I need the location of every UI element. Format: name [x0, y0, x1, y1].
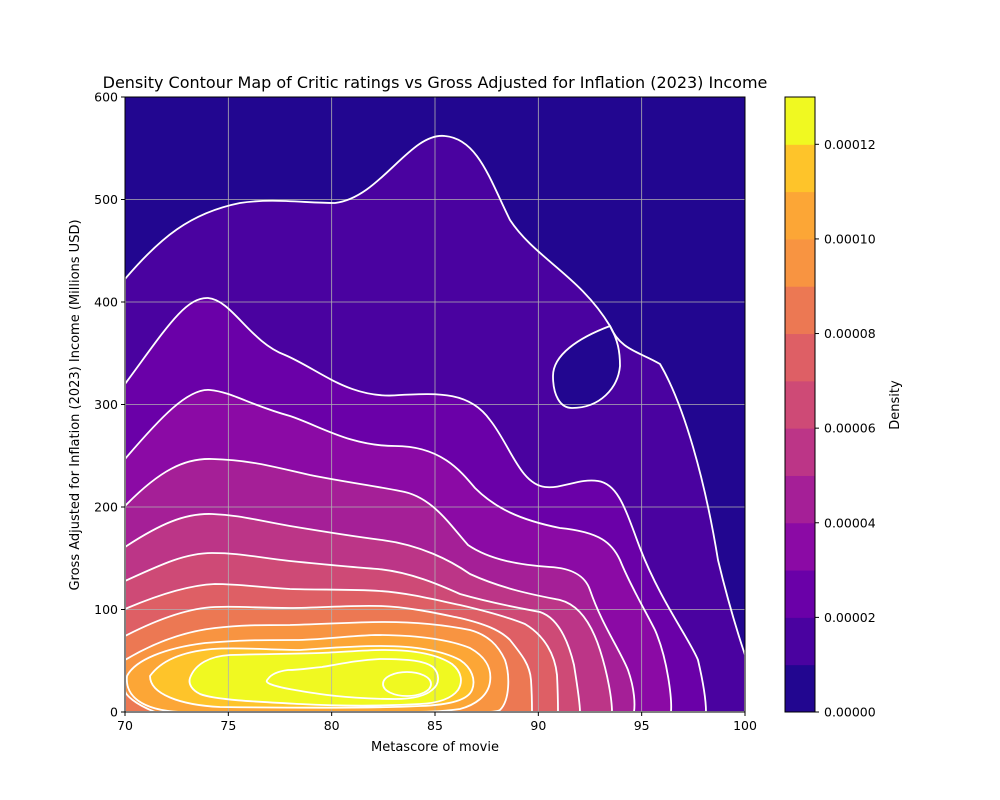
x-tick-label: 85	[427, 718, 443, 733]
colorbar-segment	[785, 475, 815, 524]
y-tick-label: 100	[94, 602, 118, 617]
contour-line-level-6	[125, 552, 581, 712]
x-tick-label: 95	[634, 718, 650, 733]
contour-line-level-11	[149, 645, 475, 709]
colorbar-segment	[785, 238, 815, 287]
y-axis-label: Gross Adjusted for Inflation (2023) Inco…	[68, 219, 83, 590]
colorbar-segment	[785, 333, 815, 382]
colorbar-label: Density	[888, 380, 903, 430]
contour-line-level-4	[125, 458, 636, 712]
grid-lines	[125, 97, 745, 712]
plot-area	[125, 97, 745, 712]
contour-fill-level-14	[383, 672, 431, 696]
colorbar-segment	[785, 617, 815, 666]
x-tick-label: 80	[324, 718, 340, 733]
contour-line-level-2	[125, 297, 707, 712]
colorbar-segment	[785, 570, 815, 618]
contour-line-level-12	[188, 649, 462, 707]
contour-line-level-7	[125, 583, 559, 712]
chart-title: Density Contour Map of Critic ratings vs…	[103, 73, 768, 92]
contour-line-level-3	[125, 389, 673, 712]
x-tick-label: 70	[117, 718, 133, 733]
colorbar-tick-label: 0.00010	[824, 231, 876, 246]
y-tick-label: 300	[94, 397, 118, 412]
y-axis: 0 100 200 300 400 500 600	[94, 90, 125, 720]
x-tick-label: 75	[220, 718, 236, 733]
contour-lines	[125, 135, 745, 712]
colorbar-tick-label: 0.00004	[824, 515, 876, 530]
contour-line-level-14	[382, 671, 432, 697]
colorbar-segment	[785, 191, 815, 240]
colorbar-tick-label: 0.00002	[824, 610, 876, 625]
contour-line-level-8	[125, 604, 533, 712]
contour-line-level-1	[125, 135, 745, 712]
colorbar: 0.00000 0.00002 0.00004 0.00006 0.00008 0.000…	[784, 96, 876, 720]
y-tick-label: 0	[110, 705, 118, 720]
contour-fill-pocket	[553, 326, 620, 408]
y-tick-label: 200	[94, 500, 118, 515]
x-axis: 70 75 80 85 90 95 100	[117, 712, 757, 733]
colorbar-segment	[785, 97, 815, 145]
colorbar-segment	[785, 286, 815, 335]
colorbar-segment	[785, 428, 815, 476]
colorbar-tick-label: 0.00000	[824, 705, 876, 720]
y-tick-label: 600	[94, 90, 118, 105]
y-tick-label: 400	[94, 295, 118, 310]
contour-line-level-5	[125, 513, 613, 712]
colorbar-segment	[785, 522, 815, 571]
colorbar-tick-label: 0.00008	[824, 326, 876, 341]
contour-line-pocket	[552, 324, 621, 409]
x-tick-label: 100	[733, 718, 757, 733]
x-tick-label: 90	[530, 718, 546, 733]
colorbar-segment	[785, 144, 815, 193]
x-axis-label: Metascore of movie	[371, 740, 499, 755]
contour-line-level-13	[265, 658, 440, 700]
colorbar-segment	[785, 664, 815, 713]
colorbar-tick-label: 0.00006	[824, 421, 876, 436]
colorbar-frame	[784, 96, 816, 713]
colorbar-tick-label: 0.00012	[824, 137, 876, 152]
y-tick-label: 500	[94, 192, 118, 207]
colorbar-segment	[785, 380, 815, 429]
